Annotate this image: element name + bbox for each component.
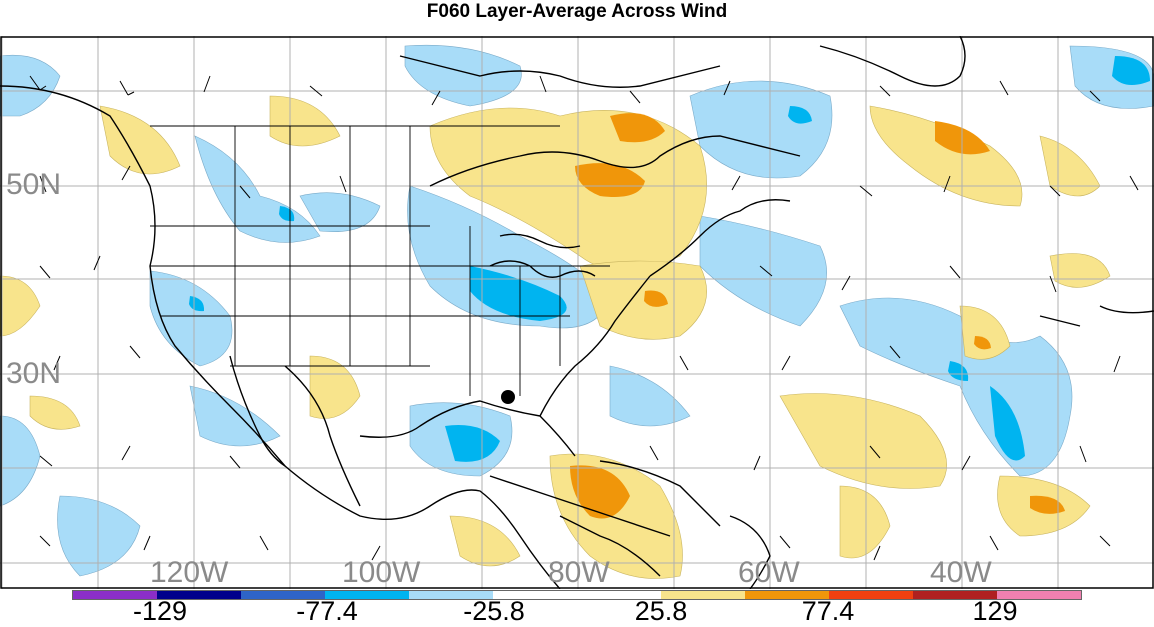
colorbar-swatch xyxy=(409,591,493,599)
map-canvas: 50N 30N 120W 100W 80W 60W 40W xyxy=(0,36,1154,589)
storm-center-dot xyxy=(501,390,515,404)
lon-label-80w: 80W xyxy=(548,556,610,589)
colorbar-swatch xyxy=(997,591,1081,599)
lat-lon-grid xyxy=(0,36,1154,589)
colorbar-label: -77.4 xyxy=(296,596,358,626)
coastlines xyxy=(0,36,1154,589)
map-frame xyxy=(0,36,1154,589)
lon-label-120w: 120W xyxy=(150,556,229,589)
colorbar-swatch xyxy=(913,591,997,599)
lon-label-40w: 40W xyxy=(930,556,992,589)
wind-barbs xyxy=(29,75,1139,561)
colorbar-swatch xyxy=(493,591,577,599)
colorbar-swatch xyxy=(829,591,913,599)
colorbar-label: -129 xyxy=(132,596,188,626)
colorbar-label: -25.8 xyxy=(463,596,525,626)
state-borders xyxy=(150,125,610,396)
map-panel: 50N 30N 120W 100W 80W 60W 40W xyxy=(0,36,1154,589)
positive-anomaly-shading xyxy=(0,95,1111,579)
colorbar-swatch xyxy=(157,591,241,599)
map-title: F060 Layer-Average Across Wind xyxy=(426,1,728,22)
colorbar-swatch xyxy=(661,591,745,599)
colorbar-label: 77.4 xyxy=(801,596,855,626)
lat-label-50n: 50N xyxy=(6,168,61,201)
colorbar-swatch xyxy=(577,591,661,599)
lon-label-100w: 100W xyxy=(342,556,421,589)
strong-positive-shading xyxy=(570,113,1065,519)
colorbar-swatch xyxy=(241,591,325,599)
colorbar-swatch xyxy=(745,591,829,599)
lon-label-60w: 60W xyxy=(738,556,800,589)
negative-anomaly-shading xyxy=(0,44,1154,577)
colorbar xyxy=(72,590,1082,600)
colorbar-swatch xyxy=(325,591,409,599)
colorbar-label: 25.8 xyxy=(634,596,688,626)
lat-label-30n: 30N xyxy=(6,357,61,390)
strong-negative-shading xyxy=(189,56,1150,462)
colorbar-swatch xyxy=(73,591,157,599)
colorbar-label: 129 xyxy=(972,596,1018,626)
